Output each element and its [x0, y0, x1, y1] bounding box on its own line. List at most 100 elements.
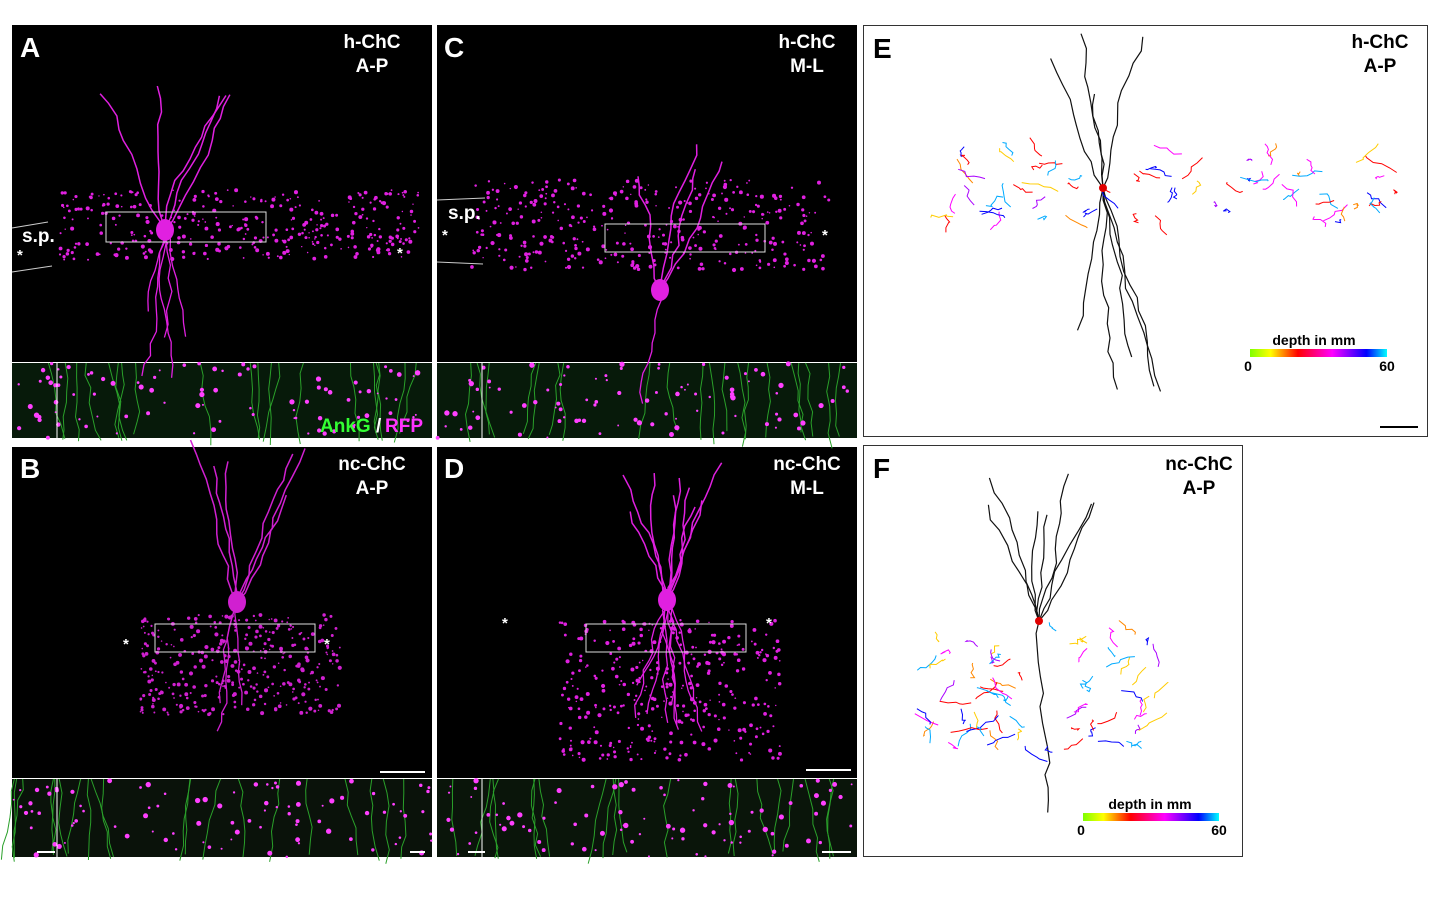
- axon-initial-segment: [538, 778, 551, 857]
- bouton: [563, 374, 566, 377]
- bouton: [508, 207, 512, 211]
- axon-initial-segment: [804, 778, 820, 862]
- bouton: [616, 261, 619, 264]
- bouton: [737, 634, 741, 638]
- bouton: [529, 362, 535, 368]
- bouton: [543, 202, 547, 206]
- bouton: [210, 235, 214, 239]
- bouton: [632, 185, 637, 189]
- bouton: [523, 193, 527, 198]
- bouton: [781, 240, 785, 244]
- bouton: [335, 227, 340, 232]
- bouton: [629, 757, 633, 762]
- bouton: [753, 642, 757, 646]
- bouton: [663, 793, 666, 797]
- bouton: [576, 687, 579, 690]
- bouton: [718, 693, 721, 696]
- bouton: [281, 655, 285, 659]
- bouton: [124, 833, 130, 839]
- bouton: [720, 663, 724, 667]
- bouton: [612, 191, 618, 196]
- bouton: [204, 243, 209, 248]
- bouton: [90, 192, 94, 196]
- bouton: [63, 258, 66, 261]
- bouton: [214, 197, 219, 201]
- axon-trace: [1030, 164, 1043, 171]
- bouton: [281, 620, 284, 623]
- bouton: [66, 364, 71, 370]
- bouton: [301, 692, 306, 697]
- bouton: [250, 196, 252, 198]
- bouton: [748, 751, 751, 754]
- bouton: [736, 644, 739, 647]
- bouton: [533, 199, 538, 203]
- bouton: [73, 246, 77, 249]
- bouton: [406, 250, 411, 254]
- bouton: [403, 189, 407, 194]
- bouton: [677, 779, 680, 782]
- axon-trace: [1032, 196, 1046, 209]
- bouton: [376, 247, 381, 252]
- axon-trace: [1319, 193, 1339, 209]
- bouton: [652, 234, 655, 238]
- bouton: [161, 671, 164, 674]
- bouton: [502, 258, 506, 262]
- axon-initial-segment: [530, 778, 538, 859]
- bouton: [641, 659, 644, 662]
- bouton: [723, 661, 725, 664]
- bouton: [140, 708, 144, 712]
- bouton: [386, 248, 391, 252]
- bouton: [291, 691, 294, 693]
- bouton: [695, 409, 699, 412]
- bouton: [601, 688, 606, 693]
- bouton: [748, 179, 751, 182]
- axon-trace: [1067, 182, 1079, 190]
- bouton: [318, 199, 320, 202]
- bouton: [279, 685, 282, 688]
- bouton: [676, 266, 680, 270]
- bouton: [482, 257, 484, 259]
- bouton: [226, 678, 231, 683]
- bouton: [162, 707, 167, 712]
- bouton: [209, 625, 212, 628]
- axon-initial-segment: [602, 778, 617, 859]
- bouton: [639, 633, 644, 638]
- bouton: [330, 213, 335, 218]
- bouton: [617, 739, 621, 743]
- bouton: [644, 188, 647, 191]
- bouton: [487, 379, 492, 384]
- bouton: [320, 676, 325, 681]
- bouton: [709, 699, 711, 701]
- bouton: [669, 256, 672, 259]
- bouton: [113, 825, 117, 828]
- bouton: [768, 671, 772, 675]
- dendrite: [141, 229, 166, 377]
- bouton: [562, 753, 566, 756]
- bouton: [472, 410, 475, 413]
- bouton: [255, 216, 259, 220]
- bouton: [156, 804, 160, 808]
- bouton: [611, 217, 613, 220]
- bouton: [147, 679, 152, 684]
- axon-initial-segment: [699, 362, 704, 440]
- bouton: [650, 422, 655, 427]
- bouton: [532, 202, 537, 207]
- bouton: [515, 221, 519, 225]
- bouton: [650, 739, 653, 742]
- bouton: [778, 659, 781, 662]
- bouton: [292, 687, 295, 691]
- bouton: [561, 693, 564, 697]
- bouton: [732, 785, 735, 788]
- bouton: [818, 840, 822, 845]
- bouton: [231, 681, 235, 685]
- bouton: [256, 672, 259, 674]
- bouton: [447, 791, 451, 794]
- bouton: [266, 236, 269, 239]
- bouton: [744, 252, 747, 254]
- axon-initial-segment: [756, 778, 774, 855]
- axon-initial-segment: [86, 778, 92, 861]
- bouton: [219, 642, 223, 646]
- bouton: [192, 197, 197, 202]
- bouton: [70, 789, 75, 794]
- bouton: [807, 233, 810, 237]
